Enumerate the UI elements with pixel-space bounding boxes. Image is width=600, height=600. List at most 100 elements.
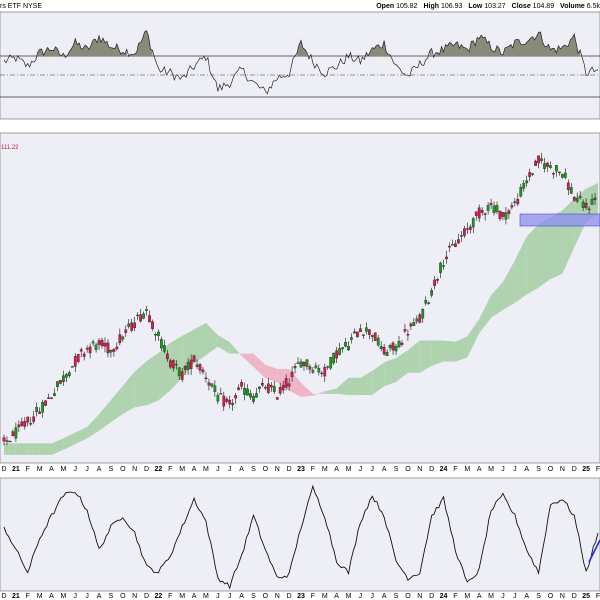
candle-body xyxy=(323,367,327,377)
candle-body xyxy=(338,348,341,355)
candle-body xyxy=(471,218,475,228)
candle-body xyxy=(154,334,157,336)
candle-body xyxy=(569,187,573,194)
x-tick-label: O xyxy=(120,466,126,473)
cloud-segment xyxy=(27,443,40,455)
candle-body xyxy=(418,314,422,323)
candle-body xyxy=(421,308,425,319)
candle-body xyxy=(183,366,187,370)
x-tick-label: F xyxy=(26,593,30,600)
x-tick-label: O xyxy=(263,466,269,473)
x-tick-label: S xyxy=(536,593,541,600)
cloud-segment xyxy=(39,443,52,455)
candle-body xyxy=(489,203,493,206)
candle-body xyxy=(543,163,546,169)
x-tick-label: J xyxy=(228,593,232,600)
candle-body xyxy=(439,262,442,273)
candle-body xyxy=(106,342,110,354)
cloud-segment xyxy=(502,260,515,310)
x-tick-label: J xyxy=(74,466,78,473)
candle-body xyxy=(11,431,15,437)
cloud-segment xyxy=(241,353,254,368)
candle-body xyxy=(157,331,160,336)
candle-body xyxy=(91,341,95,344)
x-tick-label: M xyxy=(346,466,352,473)
cloud-segment xyxy=(146,352,159,406)
candle-body xyxy=(546,162,549,167)
x-tick-label: M xyxy=(346,593,352,600)
x-tick-label: A xyxy=(239,466,244,473)
x-tick-label: M xyxy=(179,466,185,473)
candle-body xyxy=(163,345,166,352)
rsi-layer xyxy=(3,30,599,95)
candle-body xyxy=(454,243,457,247)
low-label: Low xyxy=(468,3,483,10)
x-tick-label: N xyxy=(132,593,137,600)
ichimoku-cloud xyxy=(4,182,598,455)
x-tick-label: F xyxy=(596,466,600,473)
candle-body xyxy=(56,381,59,387)
x-tick-label: D xyxy=(572,593,577,600)
candle-body xyxy=(314,365,318,369)
x-tick-label: J xyxy=(216,593,220,600)
candle-body xyxy=(287,383,291,387)
candle-body xyxy=(590,199,594,205)
x-tick-label: O xyxy=(120,593,126,600)
x-tick-label: M xyxy=(37,466,43,473)
x-tick-label: D xyxy=(1,466,6,473)
candle-body xyxy=(391,342,395,351)
candle-body xyxy=(26,416,30,423)
candle-body xyxy=(8,440,12,443)
x-tick-label: D xyxy=(144,466,149,473)
candle-body xyxy=(97,340,101,345)
x-tick-label: F xyxy=(26,466,30,473)
x-tick-label: J xyxy=(74,593,78,600)
x-tick-label: D xyxy=(144,593,149,600)
candle-body xyxy=(82,353,86,357)
cloud-segment xyxy=(75,426,88,445)
x-tick-label: F xyxy=(596,593,600,600)
cloud-segment xyxy=(312,391,325,396)
candle-body xyxy=(474,211,478,216)
candle-body xyxy=(581,201,585,208)
candle-body xyxy=(121,336,125,340)
candle-body xyxy=(100,339,104,347)
candle-body xyxy=(406,334,410,336)
candle-body xyxy=(326,366,330,368)
rsi-panel-bg xyxy=(0,11,600,120)
candle-body xyxy=(498,211,502,219)
x-tick-label: S xyxy=(394,466,399,473)
cloud-segment xyxy=(384,358,397,387)
candle-body xyxy=(142,313,145,319)
candle-body xyxy=(237,387,240,390)
candle-body xyxy=(29,423,33,425)
cloud-segment xyxy=(324,388,337,394)
candle-body xyxy=(344,342,347,347)
x-tick-label: J xyxy=(216,466,220,473)
x-tick-label: M xyxy=(488,593,494,600)
trendline xyxy=(588,539,600,563)
high-value: 106.93 xyxy=(440,3,463,10)
cloud-segment xyxy=(194,322,206,364)
x-tick-label: M xyxy=(322,593,328,600)
candle-body xyxy=(278,387,282,394)
x-tick-label: O xyxy=(263,593,269,600)
x-axis-price: D 21 F M A M J J A S O N D 22 F M A M J J A S O N D 23 F M A M J J A S O N D… xyxy=(1,466,600,473)
candle-body xyxy=(525,180,529,184)
cloud-segment xyxy=(87,414,100,439)
candle-body xyxy=(222,395,226,407)
candle-body xyxy=(258,386,261,389)
x-tick-label: D xyxy=(572,466,577,473)
x-tick-label: N xyxy=(132,466,137,473)
cloud-segment xyxy=(514,236,527,303)
cloud-segment xyxy=(538,217,551,288)
x-tick-label: J xyxy=(371,466,375,473)
candle-body xyxy=(540,158,543,161)
cloud-segment xyxy=(431,340,444,366)
candle-body xyxy=(382,347,386,355)
x-tick-label: A xyxy=(524,593,529,600)
cloud-segment xyxy=(419,340,432,373)
candle-body xyxy=(465,228,469,230)
cloud-segment xyxy=(550,210,563,280)
